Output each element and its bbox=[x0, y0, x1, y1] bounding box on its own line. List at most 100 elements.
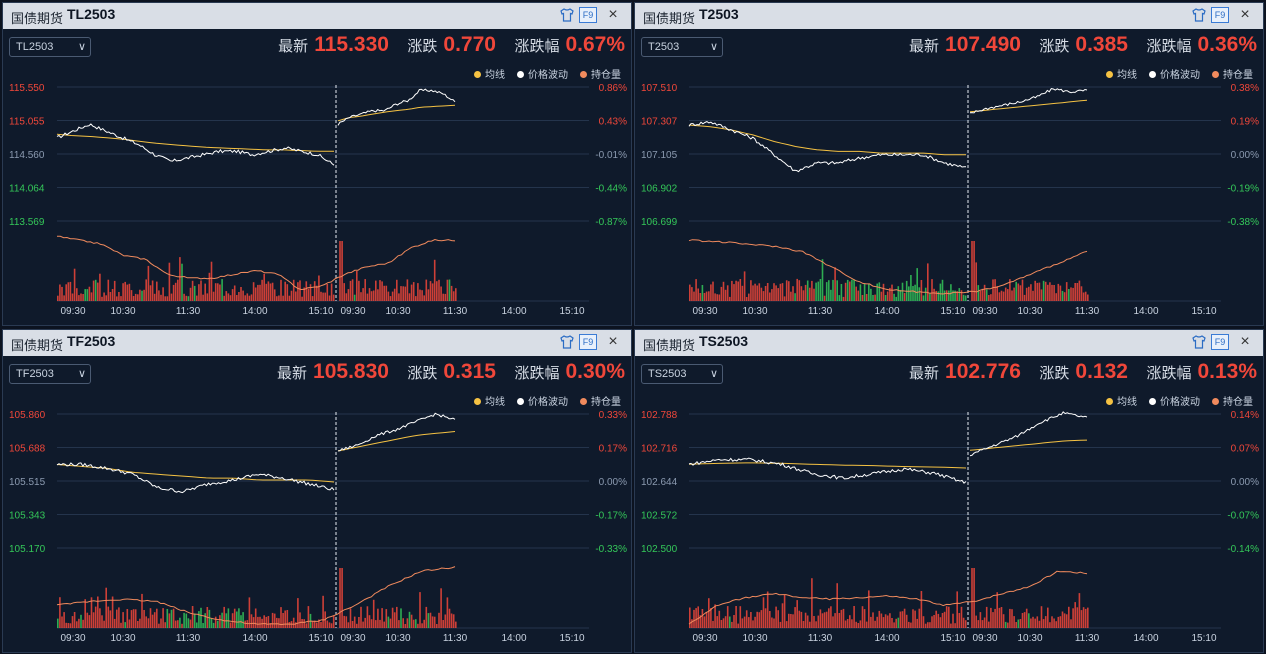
volume-bar bbox=[360, 292, 362, 301]
f9-icon[interactable]: F9 bbox=[579, 334, 597, 350]
volume-bar bbox=[408, 611, 411, 628]
close-icon[interactable]: × bbox=[1240, 6, 1250, 23]
volume-bar bbox=[78, 618, 80, 628]
volume-bar bbox=[455, 621, 457, 628]
volume-bar bbox=[372, 290, 375, 301]
volume-bar bbox=[187, 296, 190, 301]
volume-bar bbox=[1078, 593, 1081, 628]
volume-bar bbox=[800, 611, 803, 628]
time-tick: 14:00 bbox=[874, 633, 899, 644]
volume-bar bbox=[181, 263, 183, 301]
volume-bar bbox=[210, 261, 213, 301]
volume-bar bbox=[750, 612, 752, 628]
volume-bar bbox=[345, 616, 348, 628]
volume-bar bbox=[840, 609, 843, 628]
volume-bar bbox=[149, 608, 152, 628]
volume-bar bbox=[126, 609, 129, 628]
volume-bar bbox=[743, 616, 746, 628]
avg-line-day2 bbox=[969, 439, 1088, 451]
legend-label: 均线 bbox=[485, 70, 505, 81]
volume-bar bbox=[360, 606, 362, 628]
panel-titlebar[interactable]: 国债期货 TS2503 F9 × bbox=[635, 330, 1263, 356]
quote-bar: 最新 115.330 涨跌 0.770 涨跌幅 0.67% bbox=[264, 33, 625, 61]
volume-bar bbox=[899, 611, 902, 628]
f9-icon[interactable]: F9 bbox=[1211, 7, 1229, 23]
close-icon[interactable]: × bbox=[608, 6, 618, 23]
volume-bar bbox=[777, 288, 779, 301]
volume-bar bbox=[265, 616, 268, 628]
volume-bar bbox=[440, 286, 442, 301]
volume-bar bbox=[977, 620, 980, 628]
price-tick: 105.170 bbox=[9, 544, 46, 555]
volume-bar bbox=[912, 286, 914, 301]
skin-icon[interactable] bbox=[1191, 334, 1207, 350]
volume-bar bbox=[886, 291, 889, 301]
volume-bar bbox=[971, 568, 973, 628]
legend-dot bbox=[1212, 71, 1219, 78]
time-tick: 11:30 bbox=[443, 633, 468, 644]
pct-tick: 0.43% bbox=[599, 117, 627, 128]
volume-bar bbox=[983, 617, 986, 628]
volume-bar bbox=[952, 290, 954, 301]
f9-icon[interactable]: F9 bbox=[1211, 334, 1229, 350]
volume-bar bbox=[366, 293, 369, 301]
volume-bar bbox=[446, 279, 449, 301]
volume-bar bbox=[278, 295, 280, 301]
price-line-day1 bbox=[56, 123, 335, 166]
volume-bar bbox=[823, 612, 826, 628]
volume-bar bbox=[781, 283, 784, 301]
volume-bar bbox=[941, 279, 944, 301]
close-icon[interactable]: × bbox=[608, 333, 618, 350]
contract-select[interactable]: TS2503 ∨ bbox=[641, 364, 723, 384]
panel-titlebar[interactable]: 国债期货 T2503 F9 × bbox=[635, 3, 1263, 29]
volume-bar bbox=[269, 623, 272, 628]
volume-bar bbox=[269, 283, 272, 301]
close-icon[interactable]: × bbox=[1240, 333, 1250, 350]
volume-bar bbox=[817, 281, 820, 301]
volume-bar bbox=[893, 293, 895, 301]
intraday-chart: 115.550 0.86% 115.055 0.43% 114.560 -0.01% 114… bbox=[9, 83, 627, 317]
volume-bar bbox=[1023, 612, 1026, 628]
volume-bar bbox=[63, 612, 65, 628]
volume-bar bbox=[874, 294, 876, 301]
contract-select[interactable]: T2503 ∨ bbox=[641, 37, 723, 57]
contract-select[interactable]: TF2503 ∨ bbox=[9, 364, 91, 384]
volume-bar bbox=[859, 620, 862, 628]
open-interest-line bbox=[56, 566, 456, 626]
volume-bar bbox=[448, 279, 451, 301]
contract-select[interactable]: TL2503 ∨ bbox=[9, 37, 91, 57]
price-tick: 102.788 bbox=[641, 410, 678, 421]
volume-bar bbox=[118, 607, 120, 628]
volume-bar bbox=[1004, 287, 1007, 301]
volume-bar bbox=[798, 280, 801, 301]
volume-bar bbox=[160, 618, 162, 628]
f9-icon[interactable]: F9 bbox=[579, 7, 597, 23]
volume-bar bbox=[802, 621, 805, 628]
pct-tick: -0.17% bbox=[595, 511, 627, 522]
open-interest-line bbox=[688, 239, 1088, 295]
panel-titlebar[interactable]: 国债期货 TL2503 F9 × bbox=[3, 3, 631, 29]
volume-bar bbox=[423, 619, 425, 628]
skin-icon[interactable] bbox=[1191, 7, 1207, 23]
volume-bar bbox=[252, 282, 255, 301]
volume-bar bbox=[1082, 292, 1085, 301]
pct-tick: 0.86% bbox=[599, 83, 627, 94]
volume-bar bbox=[282, 613, 284, 628]
volume-bar bbox=[764, 286, 767, 301]
volume-bar bbox=[880, 613, 883, 628]
panel-titlebar[interactable]: 国债期货 TF2503 F9 × bbox=[3, 330, 631, 356]
legend-dot bbox=[517, 71, 524, 78]
volume-bar bbox=[433, 259, 436, 301]
volume-bar bbox=[937, 613, 940, 628]
volume-bar bbox=[353, 294, 356, 301]
pct-value: 0.36% bbox=[1197, 33, 1257, 56]
volume-bar bbox=[956, 291, 958, 301]
skin-icon[interactable] bbox=[559, 7, 575, 23]
skin-icon[interactable] bbox=[559, 334, 575, 350]
volume-bar bbox=[859, 284, 862, 301]
latest-value: 102.776 bbox=[945, 360, 1021, 383]
volume-bar bbox=[931, 279, 933, 301]
volume-bar bbox=[320, 622, 322, 628]
volume-bar bbox=[910, 622, 912, 628]
volume-bar bbox=[356, 623, 358, 628]
